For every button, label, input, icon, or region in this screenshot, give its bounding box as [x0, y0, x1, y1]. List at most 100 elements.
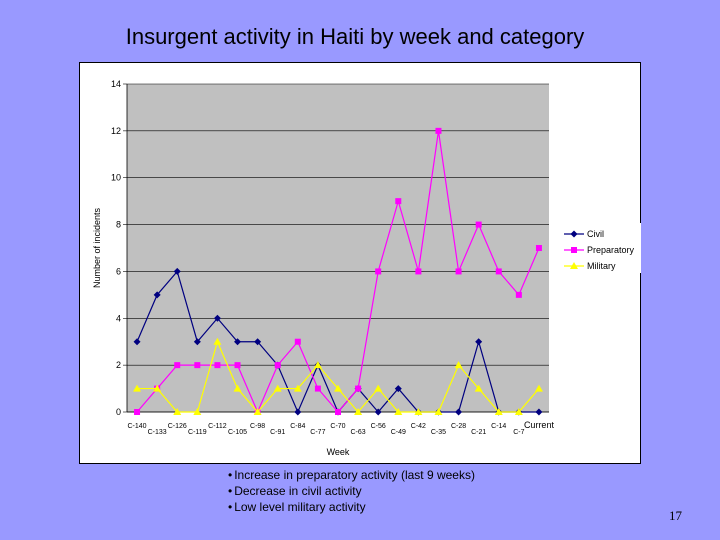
- data-point: [455, 268, 462, 275]
- data-point: [435, 127, 442, 134]
- data-point: [173, 408, 182, 415]
- x-tick-label: C-7: [513, 429, 524, 436]
- y-tick-label: 4: [116, 313, 121, 323]
- x-tick-label: C-28: [451, 423, 466, 430]
- data-point: [233, 384, 242, 392]
- data-point: [394, 385, 402, 393]
- data-point: [174, 362, 181, 369]
- legend-label: Military: [587, 261, 616, 271]
- legend-item: Preparatory: [564, 245, 635, 255]
- data-point: [214, 362, 221, 369]
- chart-area: 0 2 4 6 8 10 12 14 C-140 C-133 C-126 C-119 C-112 C-1…: [79, 62, 641, 464]
- y-tick-label: 8: [116, 220, 121, 230]
- legend-label: Civil: [587, 229, 604, 239]
- data-point: [415, 268, 422, 275]
- data-point: [314, 385, 321, 392]
- data-point: [234, 338, 242, 346]
- data-point: [133, 338, 141, 346]
- note-item: Increase in preparatory activity (last 9…: [228, 467, 475, 483]
- data-point: [294, 338, 301, 345]
- y-tick-label: 14: [111, 79, 121, 89]
- x-tick-label: C-70: [330, 423, 345, 430]
- x-tick-label: C-91: [270, 429, 285, 436]
- data-point: [374, 408, 382, 416]
- data-point: [253, 408, 262, 415]
- data-point: [334, 384, 342, 392]
- x-tick-label: C-49: [391, 429, 406, 436]
- data-point: [254, 338, 262, 346]
- y-tick-label: 12: [111, 126, 121, 136]
- y-tick-label: 6: [116, 266, 121, 276]
- data-point: [374, 384, 383, 392]
- x-tick-label: C-126: [168, 423, 187, 430]
- data-point: [153, 384, 162, 392]
- data-point: [454, 361, 463, 369]
- legend-label: Preparatory: [587, 245, 635, 255]
- data-point: [494, 408, 503, 415]
- data-point: [335, 409, 341, 415]
- x-tick-label: C-42: [411, 423, 426, 430]
- data-point: [354, 408, 363, 415]
- data-point: [515, 291, 522, 298]
- x-tick-label: C-14: [491, 423, 506, 430]
- note-item: Low level military activity: [228, 499, 475, 515]
- y-tick-label: 2: [116, 360, 121, 370]
- data-point: [474, 384, 483, 392]
- data-point: [571, 247, 577, 253]
- data-point: [475, 221, 482, 228]
- data-point: [455, 408, 463, 416]
- legend-item: Civil: [564, 229, 604, 239]
- data-point: [134, 409, 141, 415]
- x-tick-label: C-63: [351, 429, 366, 436]
- x-tick-label: C-112: [208, 423, 227, 430]
- x-tick-label: C-105: [228, 429, 247, 436]
- series-preparatory: [134, 127, 542, 415]
- data-point: [394, 408, 403, 415]
- data-point: [133, 384, 142, 392]
- data-point: [414, 408, 423, 415]
- x-tick-label: C-77: [310, 429, 325, 436]
- data-point: [213, 337, 222, 345]
- data-point: [434, 408, 443, 415]
- data-point: [294, 408, 302, 416]
- x-tick-label: C-119: [188, 429, 207, 436]
- x-tick-label: C-35: [431, 429, 446, 436]
- data-point: [193, 338, 201, 346]
- y-tick-labels: 0 2 4 6 8 10 12 14: [111, 79, 121, 417]
- legend: Civil Preparatory Military: [559, 223, 641, 273]
- page-number: 17: [669, 508, 682, 523]
- data-point: [355, 385, 362, 392]
- data-point: [234, 362, 241, 369]
- slide-title: Insurgent activity in Haiti by week and …: [125, 24, 585, 49]
- data-point: [570, 230, 578, 238]
- notes-list: Increase in preparatory activity (last 9…: [228, 467, 475, 515]
- data-point: [375, 268, 382, 275]
- x-tick-label: C-140: [128, 423, 147, 430]
- x-tick-label: C-56: [371, 423, 386, 430]
- y-tick-label: 10: [111, 173, 121, 183]
- data-point: [193, 408, 202, 415]
- data-point: [535, 245, 542, 251]
- data-point: [153, 291, 161, 299]
- data-point: [293, 384, 302, 392]
- data-point: [273, 384, 282, 392]
- x-tick-label: C-21: [471, 429, 486, 436]
- data-point: [570, 262, 578, 269]
- x-tick-label: Current: [524, 420, 555, 430]
- x-tick-label: C-133: [148, 429, 167, 436]
- data-point: [194, 362, 201, 369]
- x-tick-label: C-98: [250, 423, 265, 430]
- x-axis-label: Week: [327, 447, 350, 457]
- series-layer: [133, 127, 543, 416]
- data-point: [514, 408, 523, 415]
- data-point: [213, 314, 221, 322]
- data-point: [313, 361, 322, 369]
- data-point: [395, 198, 402, 205]
- plot-background: [127, 84, 549, 412]
- data-point: [535, 408, 543, 416]
- data-point: [173, 267, 181, 275]
- y-axis-label: Number of incidents: [92, 207, 102, 288]
- data-point: [274, 362, 281, 369]
